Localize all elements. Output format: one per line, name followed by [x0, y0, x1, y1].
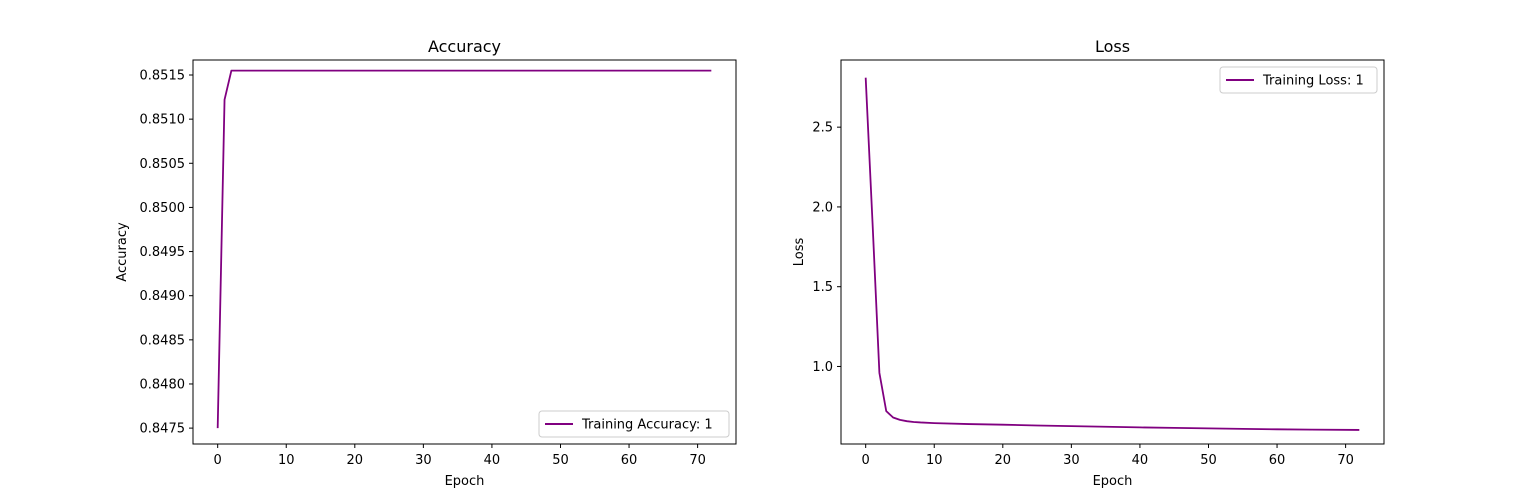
loss-legend-label: Training Loss: 1: [1262, 74, 1364, 89]
accuracy-x-tick-label: 60: [621, 453, 638, 468]
accuracy-y-tick-label: 0.8490: [140, 289, 186, 304]
loss-legend: Training Loss: 1: [1219, 66, 1378, 94]
accuracy-title: Accuracy: [428, 37, 501, 56]
accuracy-series-layer: [216, 69, 712, 429]
loss-x-tick-label: 0: [862, 453, 870, 468]
loss-x-tick-label: 40: [1132, 453, 1149, 468]
loss-x-tick-label: 30: [1063, 453, 1080, 468]
loss-y-tick-label: 1.0: [812, 360, 833, 375]
loss-x-tick-label: 20: [995, 453, 1012, 468]
accuracy-series-line-0: [216, 69, 712, 429]
accuracy-x-tick-label: 0: [214, 453, 222, 468]
loss-x-ticks: 0 10 20 30 40 50 60 70: [862, 444, 1354, 468]
loss-y-tick-label: 1.5: [812, 280, 833, 295]
accuracy-x-tick-label: 70: [689, 453, 706, 468]
loss-x-tick-label: 10: [926, 453, 943, 468]
loss-title: Loss: [1095, 37, 1130, 56]
accuracy-y-tick-label: 0.8475: [140, 422, 186, 437]
accuracy-x-tick-label: 10: [278, 453, 295, 468]
accuracy-chart: 0 10 20 30 40 50 60 70 0.8475 0.8480 0.8485 0.8490…: [115, 37, 737, 489]
loss-y-ticks: 1.0 1.5 2.0 2.5: [812, 121, 841, 375]
loss-y-axis-label: Loss: [792, 238, 807, 267]
accuracy-x-tick-label: 50: [552, 453, 569, 468]
accuracy-y-ticks: 0.8475 0.8480 0.8485 0.8490 0.8495 0.8500 0.85…: [140, 69, 193, 437]
loss-y-tick-label: 2.0: [812, 200, 833, 215]
loss-x-tick-label: 60: [1269, 453, 1286, 468]
accuracy-y-tick-label: 0.8500: [140, 201, 186, 216]
loss-chart: 0 10 20 30 40 50 60 70 1.01.52.02.5 Loss Epoch …: [792, 37, 1385, 489]
accuracy-y-tick-label: 0.8495: [140, 245, 186, 260]
accuracy-y-tick-label: 0.8515: [140, 69, 186, 84]
accuracy-y-axis-label: Accuracy: [115, 222, 130, 282]
accuracy-x-axis-label: Epoch: [445, 474, 485, 489]
accuracy-y-tick-label: 0.8485: [140, 333, 186, 348]
accuracy-legend-label: Training Accuracy: 1: [581, 418, 713, 433]
loss-x-tick-label: 70: [1337, 453, 1354, 468]
accuracy-x-tick-label: 30: [415, 453, 432, 468]
loss-x-axis-label: Epoch: [1093, 474, 1133, 489]
loss-series-line-0: [864, 77, 1360, 431]
accuracy-legend: Training Accuracy: 1: [538, 410, 730, 438]
loss-plot-frame: [840, 59, 1385, 445]
accuracy-legend-box: [538, 410, 730, 438]
accuracy-y-tick-label: 0.8510: [140, 113, 186, 128]
accuracy-x-tick-label: 20: [347, 453, 364, 468]
loss-x-tick-label: 50: [1200, 453, 1217, 468]
loss-y-tick-label: 2.5: [812, 121, 833, 136]
accuracy-y-tick-label: 0.8480: [140, 377, 186, 392]
loss-series-layer: [864, 77, 1360, 431]
loss-legend-box: [1219, 66, 1378, 94]
accuracy-x-tick-label: 40: [484, 453, 501, 468]
accuracy-y-tick-label: 0.8505: [140, 157, 186, 172]
accuracy-x-ticks: 0 10 20 30 40 50 60 70: [214, 444, 706, 468]
